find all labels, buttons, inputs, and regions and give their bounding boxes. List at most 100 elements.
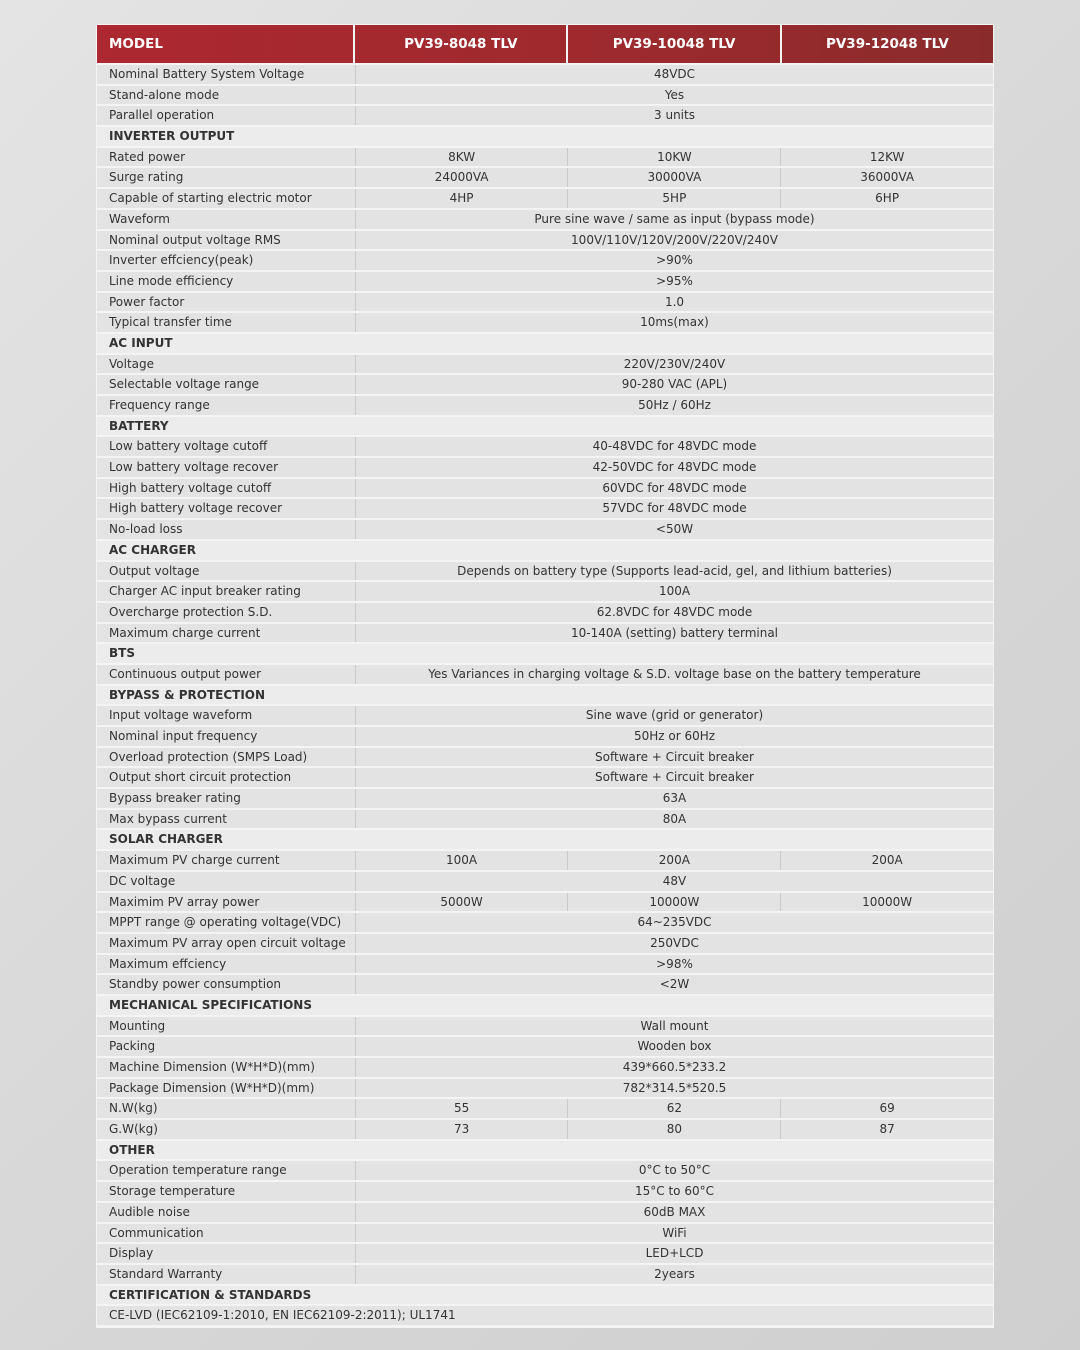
spec-label: Maximim PV array power bbox=[97, 892, 356, 912]
section-heading: AC CHARGER bbox=[109, 542, 196, 557]
spec-label: Operation temperature range bbox=[97, 1161, 356, 1181]
spec-value: LED+LCD bbox=[645, 1246, 704, 1261]
table-row: High battery voltage cutoff 60VDC for 48V… bbox=[97, 478, 993, 498]
table-row: Bypass breaker rating 63A bbox=[97, 789, 993, 808]
section-heading: AC INPUT bbox=[109, 335, 173, 350]
spec-label: Standby power consumption bbox=[97, 975, 356, 994]
spec-value: 62 bbox=[568, 1099, 782, 1119]
table-row: Max bypass current 80A bbox=[97, 809, 993, 829]
spec-value: Yes Variances in charging voltage & S.D.… bbox=[428, 666, 921, 681]
spec-value: 100A bbox=[658, 584, 691, 599]
table-row: G.W(kg) 73 80 87 bbox=[97, 1120, 993, 1139]
spec-label: Output short circuit protection bbox=[97, 768, 356, 788]
table-row: Waveform Pure sine wave / same as input (… bbox=[97, 209, 993, 229]
spec-label: Maximum charge current bbox=[97, 623, 356, 643]
spec-value: 10000W bbox=[568, 892, 782, 912]
spec-value: 3 units bbox=[654, 108, 695, 123]
spec-label: MPPT range @ operating voltage(VDC) bbox=[97, 913, 356, 932]
spec-value: 48VDC bbox=[653, 67, 696, 81]
model-column-header: PV39-12048 TLV bbox=[825, 36, 949, 52]
spec-value: Software + Circuit breaker bbox=[595, 770, 754, 785]
spec-value: 36000VA bbox=[860, 170, 915, 185]
spec-label: G.W(kg) bbox=[97, 1120, 356, 1139]
spec-value: 12KW bbox=[869, 149, 905, 164]
model-column-header: PV39-10048 TLV bbox=[568, 25, 782, 63]
spec-label: Communication bbox=[97, 1223, 356, 1243]
spec-value: >98% bbox=[656, 956, 693, 971]
spec-value: 10000W bbox=[862, 894, 913, 909]
spec-label: Mounting bbox=[97, 1016, 356, 1036]
table-row: Packing Wooden box bbox=[97, 1037, 993, 1056]
table-row: Charger AC input breaker rating 100A bbox=[97, 582, 993, 601]
spec-label: Capable of starting electric motor bbox=[97, 189, 356, 208]
table-row: N.W(kg) 55 62 69 bbox=[97, 1099, 993, 1119]
spec-value: 15°C to 60°C bbox=[635, 1184, 714, 1199]
section-heading-row: SOLAR CHARGER bbox=[97, 830, 993, 850]
spec-value: 62.8VDC for 48VDC mode bbox=[596, 604, 753, 619]
section-heading-row: BTS bbox=[97, 644, 993, 663]
spec-value: 220V/230V/240V bbox=[623, 356, 726, 371]
spec-label: Overload protection (SMPS Load) bbox=[97, 747, 356, 767]
spec-label: Machine Dimension (W*H*D)(mm) bbox=[97, 1058, 356, 1077]
spec-label: Inverter effciency(peak) bbox=[97, 251, 356, 270]
spec-value: 10-140A (setting) battery terminal bbox=[570, 625, 779, 640]
table-row: MPPT range @ operating voltage(VDC) 64~23… bbox=[97, 913, 993, 932]
table-row: Mounting Wall mount bbox=[97, 1016, 993, 1036]
table-row: Continuous output power Yes Variances in … bbox=[97, 664, 993, 684]
spec-label: Input voltage waveform bbox=[97, 706, 356, 725]
table-row: Operation temperature range 0°C to 50°C bbox=[97, 1161, 993, 1181]
spec-value: 100A bbox=[356, 851, 569, 870]
spec-value: 60dB MAX bbox=[643, 1204, 706, 1219]
spec-label: Parallel operation bbox=[97, 106, 356, 126]
table-row: Voltage 220V/230V/240V bbox=[97, 354, 993, 374]
spec-value: 200A bbox=[871, 853, 903, 868]
table-header: MODEL PV39-8048 TLV PV39-10048 TLV PV39-… bbox=[97, 25, 993, 65]
table-row: No-load loss <50W bbox=[97, 520, 993, 539]
spec-value: 5000W bbox=[356, 892, 569, 912]
spec-value: Yes bbox=[664, 87, 685, 102]
spec-label: High battery voltage recover bbox=[97, 499, 356, 519]
spec-label: Low battery voltage recover bbox=[97, 458, 356, 477]
table-row: Nominal output voltage RMS 100V/110V/120V… bbox=[97, 230, 993, 250]
table-row: Display LED+LCD bbox=[97, 1244, 993, 1263]
table-row: Standard Warranty 2years bbox=[97, 1264, 993, 1284]
spec-value: 80A bbox=[662, 811, 687, 826]
spec-label: Low battery voltage cutoff bbox=[97, 437, 356, 457]
spec-value: 6HP bbox=[875, 191, 900, 206]
spec-value: 90-280 VAC (APL) bbox=[621, 377, 728, 392]
spec-value: WiFi bbox=[662, 1225, 687, 1240]
table-row: Maximum PV array open circuit voltage 250… bbox=[97, 933, 993, 953]
spec-label: Nominal Battery System Voltage bbox=[97, 65, 356, 84]
spec-value: 48V bbox=[662, 873, 687, 888]
table-row: Input voltage waveform Sine wave (grid or… bbox=[97, 706, 993, 725]
spec-value: 57VDC for 48VDC mode bbox=[602, 501, 747, 516]
table-row: Maximum PV charge current 100A 200A 200A bbox=[97, 851, 993, 870]
spec-value: 439*660.5*233.2 bbox=[622, 1060, 727, 1074]
section-heading: BYPASS & PROTECTION bbox=[109, 687, 266, 702]
spec-value: 200A bbox=[568, 851, 782, 870]
spec-label: Continuous output power bbox=[97, 664, 356, 684]
spec-label: Packing bbox=[97, 1037, 356, 1056]
table-body: Nominal Battery System Voltage 48VDC Stand… bbox=[97, 65, 993, 1325]
spec-value: 5HP bbox=[568, 189, 782, 208]
table-row: Surge rating 24000VA 30000VA 36000VA bbox=[97, 168, 993, 188]
table-row: High battery voltage recover 57VDC for 48… bbox=[97, 499, 993, 519]
section-heading: MECHANICAL SPECIFICATIONS bbox=[109, 997, 312, 1012]
model-header: MODEL bbox=[97, 25, 356, 63]
table-row: Power factor 1.0 bbox=[97, 292, 993, 312]
table-row: Nominal Battery System Voltage 48VDC bbox=[97, 65, 993, 84]
section-heading-row: CERTIFICATION & STANDARDS bbox=[97, 1285, 993, 1305]
table-row: Output voltage Depends on battery type (S… bbox=[97, 561, 993, 581]
spec-label: DC voltage bbox=[97, 871, 356, 891]
spec-label: Frequency range bbox=[97, 396, 356, 415]
spec-label: Audible noise bbox=[97, 1202, 356, 1222]
spec-label: Maximum PV charge current bbox=[97, 851, 356, 870]
spec-label: Selectable voltage range bbox=[97, 375, 356, 394]
section-heading: BATTERY bbox=[109, 418, 169, 433]
spec-value: 64~235VDC bbox=[637, 915, 712, 930]
spec-value: Depends on battery type (Supports lead-a… bbox=[457, 563, 892, 578]
spec-value: 24000VA bbox=[356, 168, 569, 188]
spec-label: Nominal output voltage RMS bbox=[97, 230, 356, 250]
spec-value: >95% bbox=[656, 273, 693, 288]
certification-row: CE-LVD (IEC62109-1:2010, EN IEC62109-2:2… bbox=[97, 1306, 993, 1325]
